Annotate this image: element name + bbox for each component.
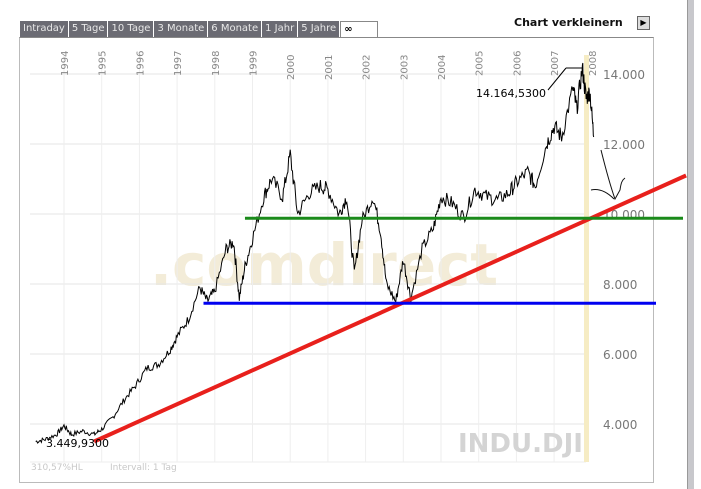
tab-10-tage[interactable]: 10 Tage bbox=[108, 21, 155, 37]
tab-6-monate[interactable]: 6 Monate bbox=[208, 21, 263, 37]
y-tick-label: 14.000 bbox=[603, 68, 645, 82]
tab-5-tage[interactable]: 5 Tage bbox=[68, 21, 109, 37]
play-arrow-icon[interactable]: ▶ bbox=[637, 16, 650, 30]
x-tick-label: 1997 bbox=[173, 51, 184, 76]
period-tabs: Intraday 5 Tage 10 Tage 3 Monate 6 Monat… bbox=[20, 21, 379, 38]
max-label: 14.164,5300 bbox=[476, 87, 546, 100]
max-leader bbox=[547, 67, 567, 91]
x-tick-label: 1995 bbox=[98, 51, 109, 76]
min-label: 3.449,9300 bbox=[46, 437, 109, 450]
x-tick-label: 2007 bbox=[550, 51, 561, 76]
x-tick-label: 1996 bbox=[135, 51, 146, 76]
scrollbar[interactable] bbox=[687, 0, 694, 489]
tab-1-jahr[interactable]: 1 Jahr bbox=[262, 21, 299, 37]
x-tick-label: 2006 bbox=[512, 51, 523, 76]
y-tick-label: 8.000 bbox=[603, 278, 637, 292]
tab-max[interactable]: ∞ bbox=[340, 21, 379, 38]
x-tick-label: 2001 bbox=[324, 55, 335, 80]
x-tick-label: 2002 bbox=[362, 55, 373, 80]
x-tick-label: 2008 bbox=[588, 51, 599, 76]
y-tick-label: 4.000 bbox=[603, 418, 637, 432]
hand-drawn-arrow-icon bbox=[590, 149, 626, 201]
chart-shrink-link[interactable]: Chart verkleinern bbox=[514, 16, 623, 29]
x-tick-label: 2000 bbox=[286, 55, 297, 80]
price-line bbox=[35, 62, 595, 444]
y-tick-label: 12.000 bbox=[603, 138, 645, 152]
y-tick-label: 6.000 bbox=[603, 348, 637, 362]
red-trend-line bbox=[93, 173, 687, 444]
x-tick-label: 1998 bbox=[211, 51, 222, 76]
tab-intraday[interactable]: Intraday bbox=[20, 21, 69, 37]
today-marker bbox=[584, 55, 589, 462]
x-tick-label: 1999 bbox=[249, 51, 260, 76]
tab-5-jahre[interactable]: 5 Jahre bbox=[298, 21, 341, 37]
symbol-label: INDU.DJI bbox=[458, 429, 583, 459]
interval-label: Intervall: 1 Tag bbox=[110, 463, 177, 473]
x-tick-label: 2004 bbox=[437, 55, 448, 80]
chart-frame bbox=[19, 37, 654, 483]
range-label: 310,57%HL bbox=[31, 463, 83, 473]
x-tick-label: 2003 bbox=[399, 55, 410, 80]
x-tick-label: 1994 bbox=[60, 51, 71, 76]
x-tick-label: 2005 bbox=[475, 51, 486, 76]
tab-3-monate[interactable]: 3 Monate bbox=[154, 21, 209, 37]
